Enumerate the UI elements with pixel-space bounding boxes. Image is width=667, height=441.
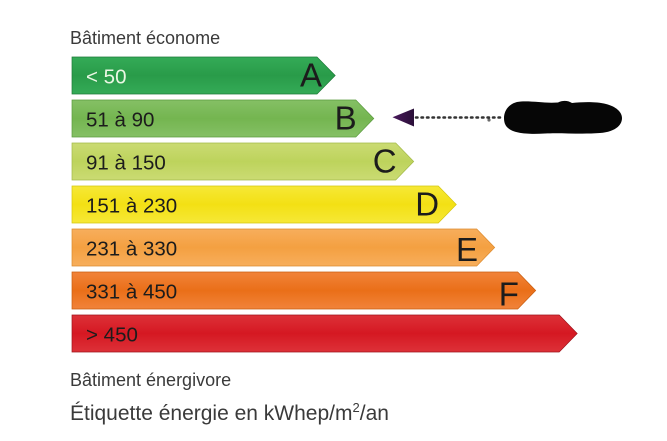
- svg-text:151 à 230: 151 à 230: [86, 195, 177, 218]
- svg-text:91 à 150: 91 à 150: [86, 152, 166, 175]
- svg-text:F: F: [499, 276, 519, 313]
- svg-text:> 450: > 450: [86, 324, 138, 347]
- svg-text:51 à 90: 51 à 90: [86, 109, 154, 132]
- svg-text:C: C: [373, 143, 397, 180]
- svg-text:B: B: [335, 100, 357, 137]
- svg-text:E: E: [456, 231, 478, 268]
- svg-text:D: D: [415, 186, 439, 223]
- svg-text:A: A: [300, 57, 322, 94]
- svg-text:< 50: < 50: [86, 66, 126, 89]
- svg-text:231 à 330: 231 à 330: [86, 238, 177, 261]
- svg-text:331 à 450: 331 à 450: [86, 281, 177, 304]
